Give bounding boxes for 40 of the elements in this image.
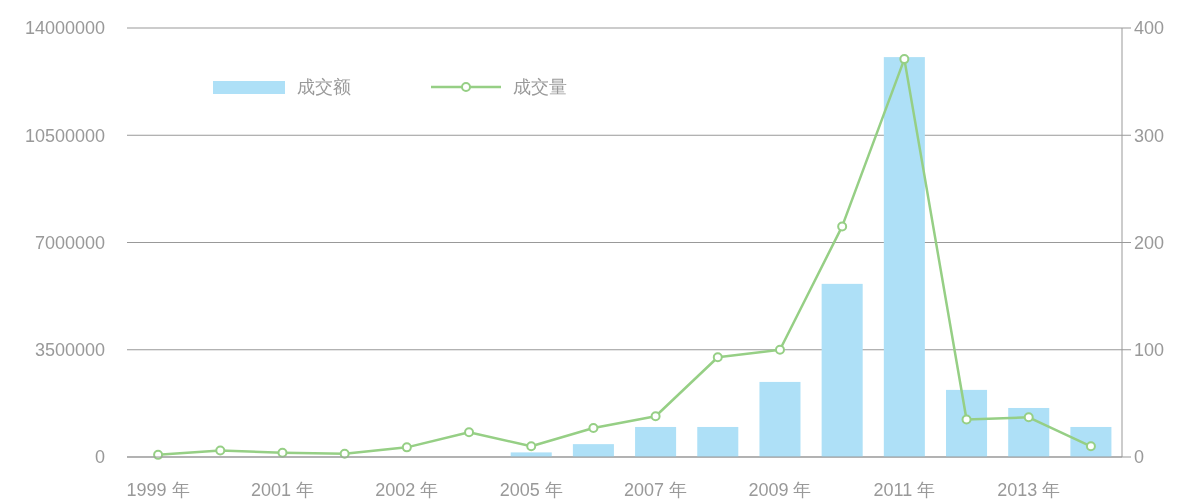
point [588, 423, 599, 434]
y-tick-label: 10500000 [24, 125, 105, 146]
bar [697, 426, 739, 457]
y-tick-label: 0 [94, 447, 105, 468]
bar [821, 283, 863, 457]
bar [572, 444, 614, 457]
x-tick-label: 1999 年 [126, 480, 190, 500]
point [1023, 412, 1034, 423]
x-tick-label: 2005 年 [499, 480, 563, 500]
bar [946, 389, 988, 457]
y-tick-label: 3500000 [34, 340, 105, 361]
legend-label: 成交量 [513, 77, 567, 98]
point [961, 414, 972, 425]
x-tick-label: 2011 年 [873, 480, 936, 500]
x-tick-label: 2001 年 [250, 480, 314, 500]
bar [1008, 407, 1050, 457]
y2-tick-label: 200 [1134, 232, 1165, 253]
y2-tick-label: 100 [1134, 340, 1165, 361]
x-tick-label: 2013 年 [997, 480, 1061, 500]
y2-tick-label: 0 [1134, 447, 1145, 468]
point [464, 427, 475, 438]
x-tick-label: 2002 年 [375, 480, 439, 500]
legend-label: 成交额 [297, 77, 351, 98]
point [650, 411, 661, 422]
x-tick-label: 2007 年 [624, 480, 688, 500]
point [837, 221, 848, 232]
bar [759, 381, 801, 457]
bar [635, 426, 677, 457]
y-tick-label: 7000000 [34, 232, 105, 253]
point [401, 442, 412, 453]
point [215, 445, 226, 456]
point [899, 54, 910, 65]
y-tick-label: 14000000 [24, 18, 105, 39]
y2-tick-label: 300 [1134, 125, 1165, 146]
point [712, 352, 723, 363]
y2-tick-label: 400 [1134, 18, 1165, 39]
point [774, 344, 785, 355]
bar [883, 57, 925, 457]
x-tick-label: 2009 年 [748, 480, 812, 500]
point [526, 441, 537, 452]
